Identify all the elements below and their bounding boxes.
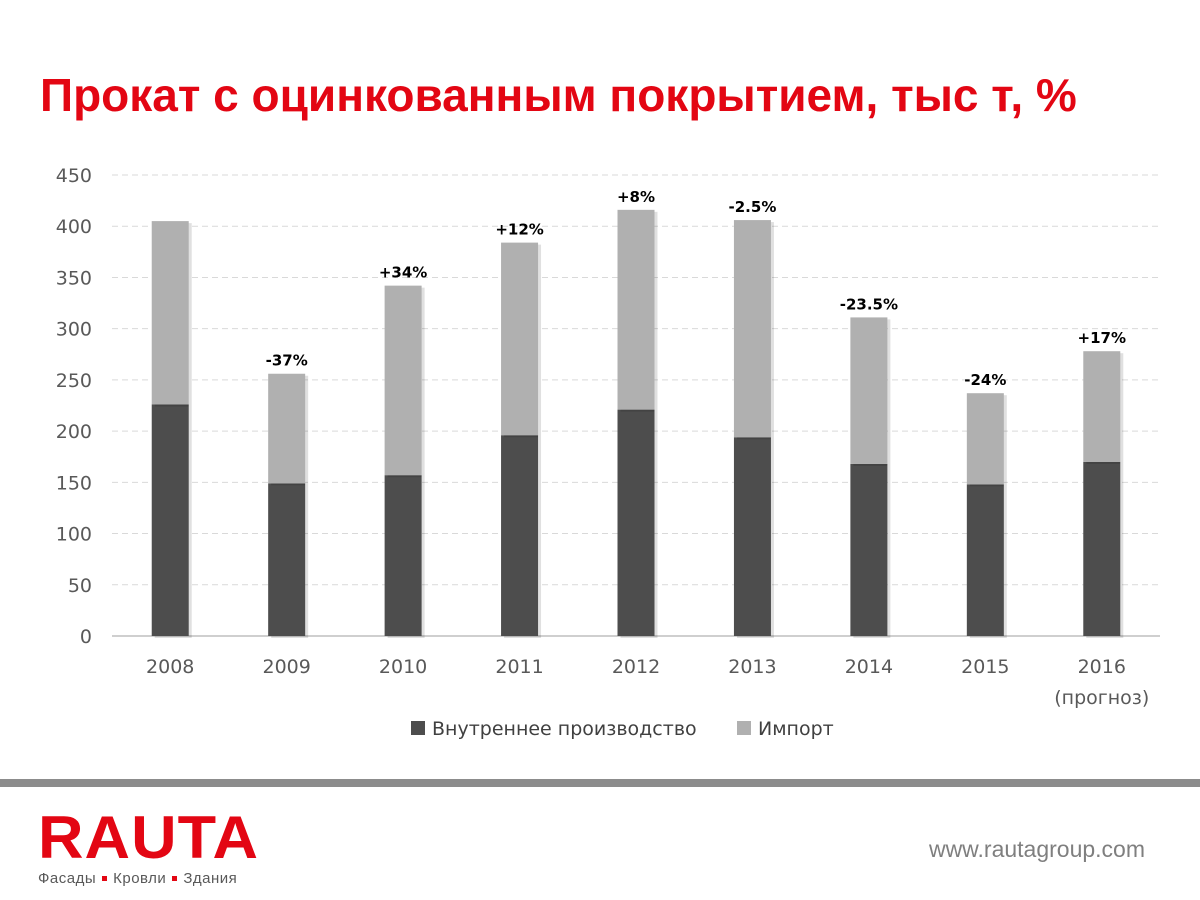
x-tick-label: 2013 <box>728 656 776 678</box>
footer-divider <box>0 779 1200 787</box>
data-labels: -37% +34% +12% +8% -2.5% -23.5% -24% +17% <box>266 188 1126 389</box>
bar-domestic-production <box>733 437 771 636</box>
y-tick-label: 250 <box>56 370 92 392</box>
y-tick-label: 0 <box>80 626 92 648</box>
bar-domestic-production <box>384 475 422 636</box>
bar-domestic-production <box>1083 461 1121 636</box>
legend-swatch <box>737 721 751 735</box>
x-axis: 2008 2009 2010 2011 2012 2013 2014 2015 2016 (про… <box>146 656 1149 709</box>
tagline-facades: Фасады <box>38 870 97 887</box>
x-tick-label: 2008 <box>146 656 194 678</box>
bar-import <box>617 209 655 410</box>
bar-domestic-production <box>501 435 539 636</box>
logo-tagline: Фасады Кровли Здания <box>38 870 249 887</box>
y-tick-label: 200 <box>56 421 92 443</box>
change-label: -23.5% <box>840 295 898 313</box>
bars <box>151 209 1124 638</box>
legend: Внутреннее производство Импорт <box>411 718 834 740</box>
x-tick-sublabel: (прогноз) <box>1054 687 1149 709</box>
logo-wordmark: RAUTA <box>38 804 260 871</box>
legend-label: Внутреннее производство <box>432 718 697 740</box>
stacked-bar-chart: 0 50 100 150 200 250 300 350 400 450 -37% +34% +12%… <box>56 165 1160 740</box>
website-link[interactable]: www.rautagroup.com <box>928 836 1145 862</box>
legend-swatch <box>411 721 425 735</box>
bar-import <box>268 373 306 484</box>
y-tick-label: 350 <box>56 267 92 289</box>
legend-label: Импорт <box>758 718 834 740</box>
y-tick-label: 150 <box>56 472 92 494</box>
bar-import <box>501 242 539 436</box>
bar-domestic-production <box>966 484 1004 636</box>
y-tick-label: 50 <box>68 575 92 597</box>
bar-import <box>1083 351 1121 462</box>
x-tick-label: 2012 <box>612 656 660 678</box>
y-tick-label: 100 <box>56 524 92 546</box>
bar-domestic-production <box>151 404 189 636</box>
bar-import <box>733 220 771 438</box>
bar-import <box>966 393 1004 485</box>
bar-domestic-production <box>268 483 306 636</box>
tagline-separator <box>172 876 178 881</box>
bar-domestic-production <box>850 463 888 636</box>
rauta-logo: RAUTA Фасады Кровли Здания <box>38 808 258 888</box>
x-tick-label: 2009 <box>262 656 310 678</box>
y-tick-label: 400 <box>56 216 92 238</box>
x-tick-label: 2010 <box>379 656 427 678</box>
bar-import <box>850 317 888 464</box>
change-label: +34% <box>379 264 427 282</box>
bar-import <box>384 285 422 476</box>
change-label: -24% <box>964 371 1006 389</box>
bar-domestic-production <box>617 409 655 636</box>
change-label: +8% <box>617 188 655 206</box>
x-tick-label: 2014 <box>845 656 893 678</box>
x-tick-label: 2015 <box>961 656 1009 678</box>
x-tick-label: 2011 <box>495 656 543 678</box>
change-label: +12% <box>495 221 543 239</box>
slide-title: Прокат с оцинкованным покрытием, тыс т, … <box>40 69 1077 121</box>
y-tick-label: 300 <box>56 319 92 341</box>
x-tick-label: 2016 <box>1078 656 1126 678</box>
bar-import <box>151 221 189 405</box>
change-label: -2.5% <box>729 198 777 216</box>
tagline-buildings: Здания <box>183 870 238 887</box>
change-label: +17% <box>1078 329 1126 347</box>
change-label: -37% <box>266 352 308 370</box>
y-tick-label: 450 <box>56 165 92 187</box>
tagline-separator <box>102 876 108 881</box>
tagline-roofs: Кровли <box>113 870 167 887</box>
